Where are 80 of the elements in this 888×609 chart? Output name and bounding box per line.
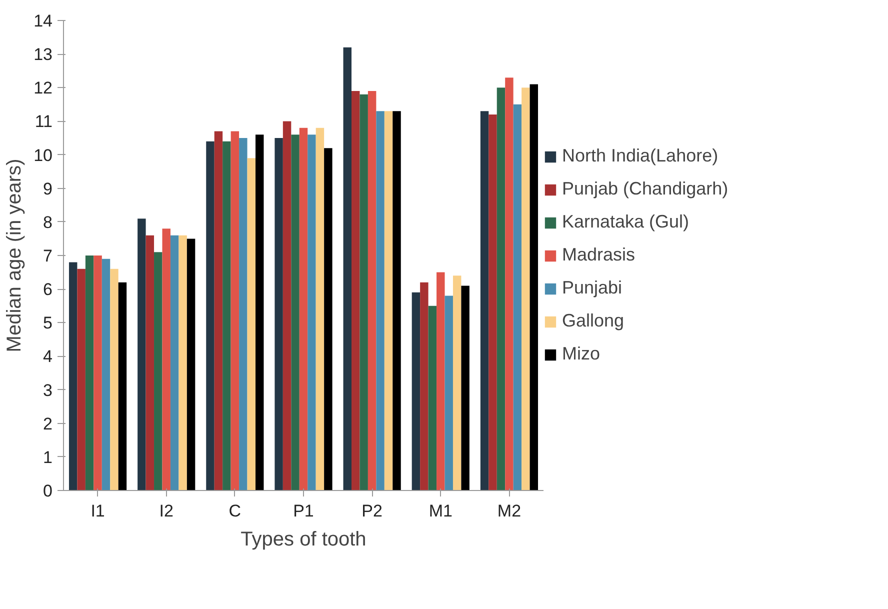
bar [496,88,506,490]
bar [480,111,489,490]
bar [186,238,196,490]
y-axis-title: Median age (in years) [4,158,26,352]
x-tick-label: C [228,502,242,520]
bar [214,131,223,490]
x-axis-title: Types of tooth [240,528,366,550]
y-tick-label: 4 [43,347,53,366]
bar [68,262,78,490]
bar [316,128,324,490]
bar [376,111,384,490]
bar [138,218,146,490]
y-tick-label: 14 [34,12,53,30]
x-tick-label: P1 [293,502,314,520]
bar [222,141,231,490]
bar [170,235,179,490]
bar [178,235,187,490]
y-tick-label: 6 [43,280,53,300]
bar [308,134,316,490]
bar [118,282,127,490]
bar [461,286,470,490]
bar [282,121,292,490]
bar [513,104,522,490]
bar [360,94,368,490]
x-tick-label: I2 [159,502,174,520]
bar [146,235,154,490]
x-tick-label: I1 [90,502,105,520]
y-tick-label: 1 [43,448,53,467]
x-tick-label: M1 [428,502,452,520]
bar [274,138,283,490]
bar [452,276,462,490]
bar [420,282,428,490]
bar [110,268,118,490]
bar [77,268,86,490]
legend-label: Madrasis [562,244,636,266]
legend-label: Mizo [562,344,600,364]
bar [530,84,538,490]
y-tick-label: 9 [43,179,53,198]
bar [343,47,352,490]
bar [256,134,264,490]
bar [505,78,514,490]
y-tick-label: 8 [43,212,53,232]
y-tick-label: 7 [43,246,53,266]
legend-label: North India(Lahore) [562,146,718,166]
y-tick-label: 10 [34,146,53,165]
bar [162,228,170,490]
bar [299,128,308,490]
bar [522,88,530,490]
bar [94,256,102,490]
x-tick-label: M2 [497,502,522,520]
y-tick-label: 11 [34,112,53,132]
bar [488,114,497,490]
legend-label: Karnataka (Gul) [562,212,690,232]
bar [324,148,332,490]
bar [230,131,240,490]
bar [247,158,256,490]
bar [102,258,110,490]
bar [239,138,248,490]
bar [444,296,453,490]
bar [428,306,437,490]
y-tick-label: 13 [34,45,53,64]
legend-label: Punjabi [562,278,622,298]
y-tick-label: 5 [43,314,53,333]
bar [368,91,376,490]
y-tick-label: 2 [43,414,53,434]
legend-label: Gallong [562,310,624,332]
bar [436,272,445,490]
bar [384,111,393,490]
bar [352,91,360,490]
bar [392,111,401,490]
x-tick-label: P2 [362,502,382,520]
y-tick-label: 0 [43,482,53,500]
bar [412,292,420,490]
bar [85,256,94,490]
y-tick-label: 3 [43,380,53,400]
bar [154,252,162,490]
y-tick-label: 12 [34,78,53,98]
bar [206,141,214,490]
legend-label: Punjab (Chandigarh) [562,178,728,200]
bar [291,134,300,490]
